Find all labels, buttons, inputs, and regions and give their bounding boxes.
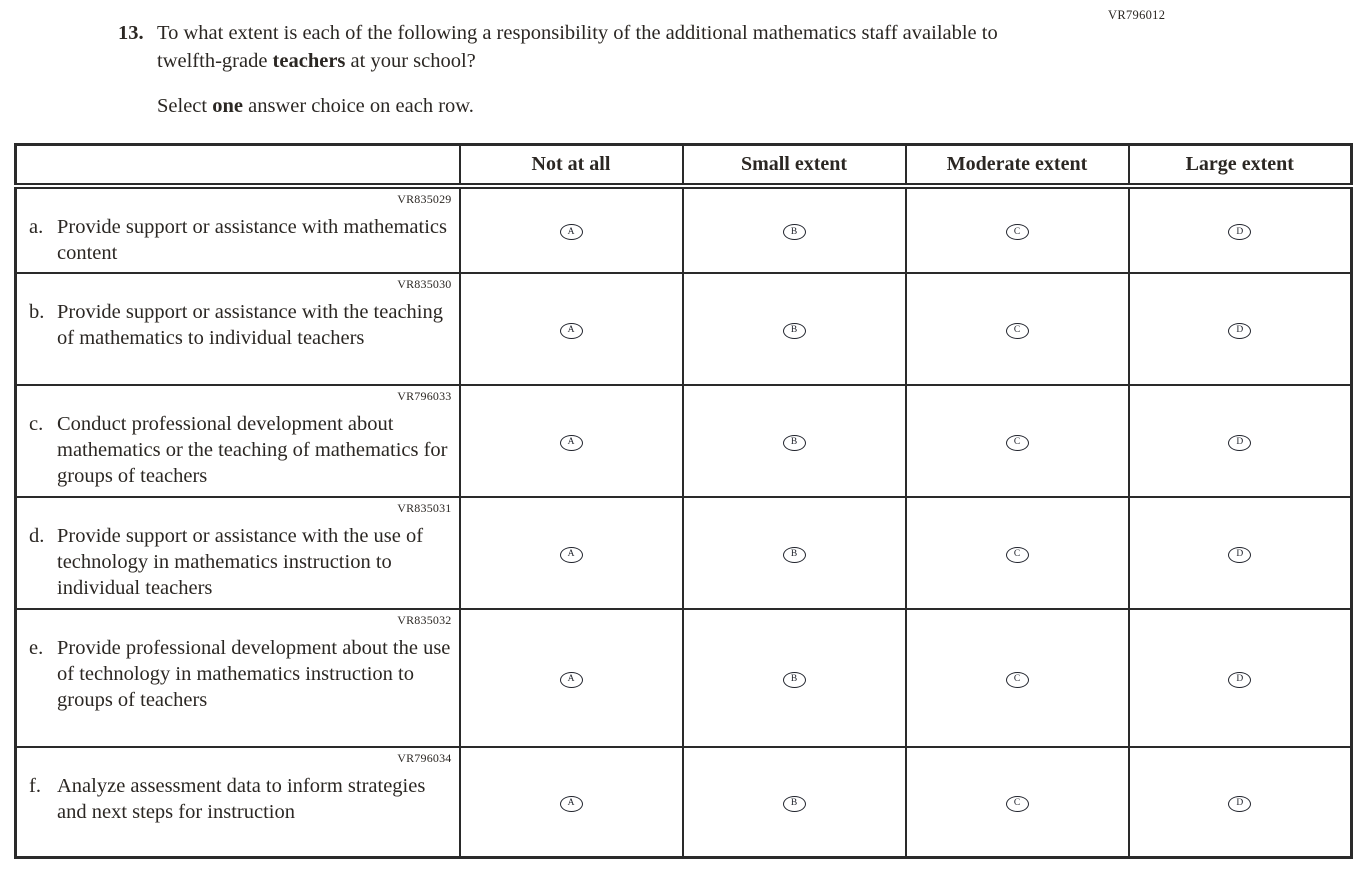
question-block: 13. To what extent is each of the follow… — [118, 19, 1058, 120]
item-cell-e: VR835032 e. Provide professional developm… — [14, 608, 461, 748]
cell-c-moderate-extent: C — [904, 384, 1130, 498]
item-letter: d. — [29, 525, 45, 547]
bubble-e-D[interactable]: D — [1228, 671, 1252, 688]
bubble-e-A[interactable]: A — [559, 671, 583, 688]
item-text: Analyze assessment data to inform strate… — [57, 775, 426, 823]
cell-b-moderate-extent: C — [904, 272, 1130, 386]
bubble-d-B[interactable]: B — [782, 546, 806, 563]
cell-d-moderate-extent: C — [904, 496, 1130, 610]
row-variable-code: VR796034 — [397, 751, 452, 765]
column-header-not-at-all: Not at all — [458, 143, 684, 189]
header-item-column — [14, 143, 461, 189]
question-body: To what extent is each of the following … — [157, 19, 1057, 120]
item-letter: e. — [29, 637, 44, 659]
item-cell-c: VR796033 c. Conduct professional developm… — [14, 384, 461, 498]
row-variable-code: VR835032 — [397, 613, 452, 627]
cell-b-not-at-all: A — [458, 272, 684, 386]
cell-c-large-extent: D — [1127, 384, 1353, 498]
table-row-f: VR796034 f. Analyze assessment data to in… — [14, 746, 1353, 858]
response-matrix-table: Not at all Small extent Moderate extent … — [14, 143, 1353, 859]
bubble-c-D[interactable]: D — [1228, 434, 1252, 451]
bubble-d-C[interactable]: C — [1005, 546, 1029, 563]
column-header-moderate-extent: Moderate extent — [904, 143, 1130, 189]
select-instruction: Select one answer choice on each row. — [157, 95, 474, 117]
bubble-a-C[interactable]: C — [1005, 224, 1029, 241]
column-header-small-extent: Small extent — [681, 143, 907, 189]
bubble-d-A[interactable]: A — [559, 546, 583, 563]
header-row: Not at all Small extent Moderate extent … — [14, 143, 1353, 189]
item-text: Provide professional development about t… — [57, 637, 451, 711]
row-variable-code: VR835030 — [397, 277, 452, 291]
item-text: Provide support or assistance with the t… — [57, 301, 443, 349]
cell-f-small-extent: B — [681, 746, 907, 858]
bubble-f-A[interactable]: A — [559, 795, 583, 812]
question-number: 13. — [118, 22, 144, 44]
item-cell-f: VR796034 f. Analyze assessment data to in… — [14, 746, 461, 858]
table-row-d: VR835031 d. Provide support or assistance… — [14, 496, 1353, 610]
bubble-d-D[interactable]: D — [1228, 546, 1252, 563]
cell-d-not-at-all: A — [458, 496, 684, 610]
cell-a-moderate-extent: C — [904, 185, 1130, 274]
bubble-a-A[interactable]: A — [559, 224, 583, 241]
table-row-e: VR835032 e. Provide professional developm… — [14, 608, 1353, 748]
cell-e-small-extent: B — [681, 608, 907, 748]
item-letter: f. — [29, 775, 41, 797]
column-header-large-extent: Large extent — [1127, 143, 1353, 189]
item-cell-b: VR835030 b. Provide support or assistance… — [14, 272, 461, 386]
row-variable-code: VR796033 — [397, 389, 452, 403]
bubble-b-B[interactable]: B — [782, 322, 806, 339]
table-row-c: VR796033 c. Conduct professional developm… — [14, 384, 1353, 498]
cell-b-small-extent: B — [681, 272, 907, 386]
cell-e-moderate-extent: C — [904, 608, 1130, 748]
table-row-b: VR835030 b. Provide support or assistance… — [14, 272, 1353, 386]
bubble-a-D[interactable]: D — [1228, 224, 1252, 241]
bubble-f-B[interactable]: B — [782, 795, 806, 812]
bubble-c-B[interactable]: B — [782, 434, 806, 451]
cell-a-not-at-all: A — [458, 185, 684, 274]
cell-e-not-at-all: A — [458, 608, 684, 748]
bubble-c-C[interactable]: C — [1005, 434, 1029, 451]
cell-f-large-extent: D — [1127, 746, 1353, 858]
cell-e-large-extent: D — [1127, 608, 1353, 748]
cell-c-small-extent: B — [681, 384, 907, 498]
cell-b-large-extent: D — [1127, 272, 1353, 386]
item-text: Provide support or assistance with mathe… — [57, 216, 447, 264]
bubble-b-A[interactable]: A — [559, 322, 583, 339]
cell-d-large-extent: D — [1127, 496, 1353, 610]
bubble-a-B[interactable]: B — [782, 224, 806, 241]
bubble-c-A[interactable]: A — [559, 434, 583, 451]
item-text: Conduct professional development about m… — [57, 413, 448, 487]
table-row-a: VR835029 a. Provide support or assistance… — [14, 185, 1353, 274]
row-variable-code: VR835031 — [397, 501, 452, 515]
item-letter: a. — [29, 216, 44, 238]
item-cell-d: VR835031 d. Provide support or assistance… — [14, 496, 461, 610]
bubble-e-B[interactable]: B — [782, 671, 806, 688]
item-letter: c. — [29, 413, 44, 435]
page-variable-code: VR796012 — [1108, 8, 1166, 22]
select-instruction-bold: one — [212, 95, 243, 117]
bubble-f-D[interactable]: D — [1228, 795, 1252, 812]
cell-a-small-extent: B — [681, 185, 907, 274]
cell-f-moderate-extent: C — [904, 746, 1130, 858]
cell-f-not-at-all: A — [458, 746, 684, 858]
bubble-b-C[interactable]: C — [1005, 322, 1029, 339]
cell-c-not-at-all: A — [458, 384, 684, 498]
cell-d-small-extent: B — [681, 496, 907, 610]
bubble-f-C[interactable]: C — [1005, 795, 1029, 812]
item-letter: b. — [29, 301, 45, 323]
bubble-e-C[interactable]: C — [1005, 671, 1029, 688]
row-variable-code: VR835029 — [397, 192, 452, 206]
item-cell-a: VR835029 a. Provide support or assistance… — [14, 185, 461, 274]
bubble-b-D[interactable]: D — [1228, 322, 1252, 339]
question-text: To what extent is each of the following … — [157, 22, 998, 72]
cell-a-large-extent: D — [1127, 185, 1353, 274]
item-text: Provide support or assistance with the u… — [57, 525, 424, 599]
question-text-bold: teachers — [272, 50, 346, 72]
